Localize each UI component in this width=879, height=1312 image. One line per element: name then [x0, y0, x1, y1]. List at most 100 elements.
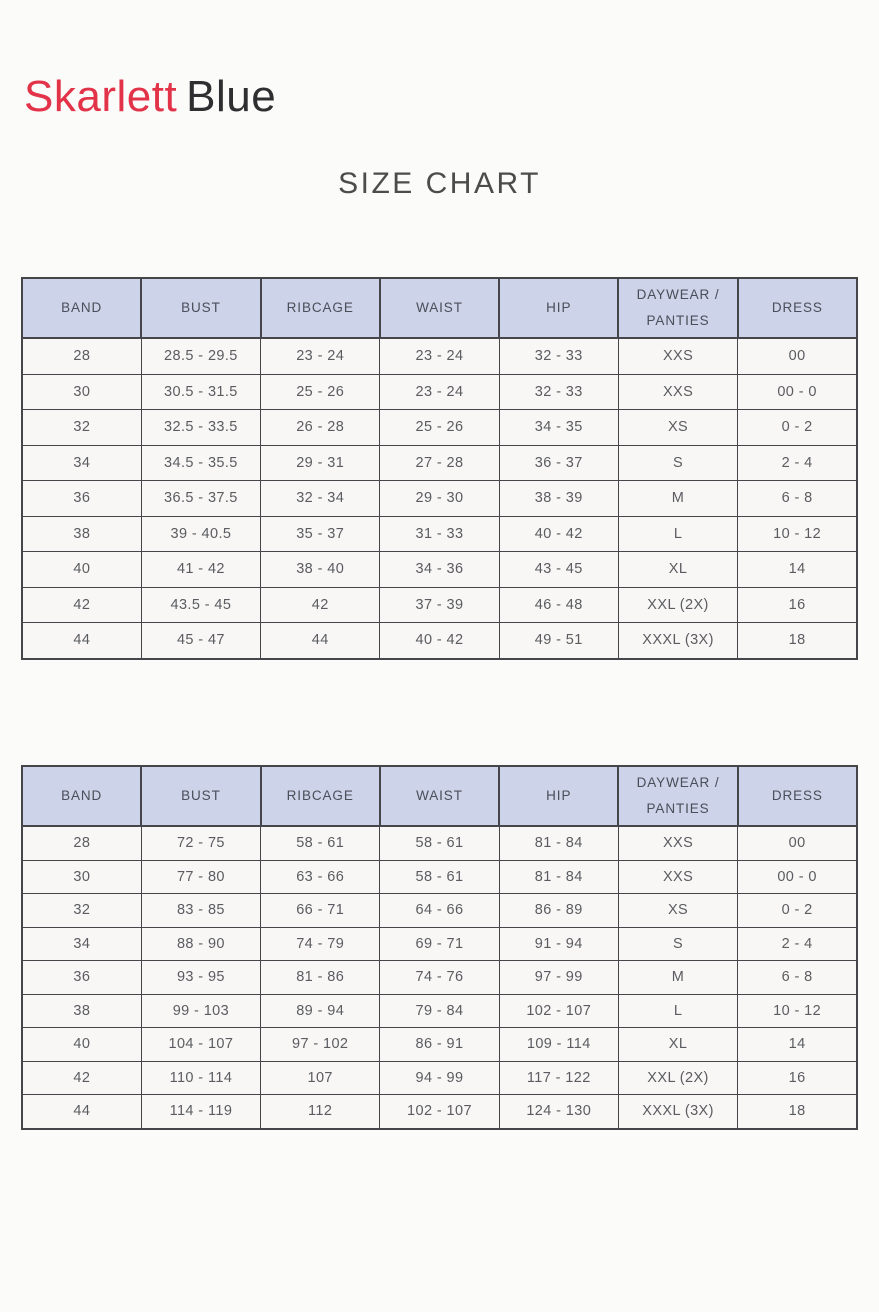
table-cell: 2 - 4: [737, 926, 858, 961]
table-cell: S: [617, 926, 739, 961]
table-cell: 25 - 26: [260, 373, 381, 410]
header-row: BAND BUST RIBCAGE WAIST HIP DAYWEAR / PANTIES…: [20, 765, 859, 827]
table-cell: 32 - 33: [498, 337, 619, 375]
table-cell: 91 - 94: [498, 926, 619, 961]
table-cell: 40: [21, 551, 142, 588]
table-cell: 0 - 2: [737, 893, 858, 928]
table-cell: 40 - 42: [498, 515, 619, 552]
table-cell: 45 - 47: [140, 622, 262, 659]
table-cell: 36: [21, 480, 142, 517]
table-cell: XXL (2X): [617, 1060, 739, 1095]
table-cell: 64 - 66: [379, 893, 500, 928]
table-cell: 38: [21, 515, 142, 552]
table-cell: 2 - 4: [737, 444, 858, 481]
table-cell: 32: [21, 409, 142, 446]
table-cell: 29 - 31: [260, 444, 381, 481]
table-row: 38 39 - 40.5 35 - 37 31 - 33 40 - 42 L 10 - 12: [21, 515, 858, 552]
table-row: 44 45 - 47 44 40 - 42 49 - 51 XXXL (3X) 18: [21, 622, 858, 659]
table-cell: 43.5 - 45: [140, 586, 262, 623]
column-header: HIP: [498, 765, 620, 827]
column-header: WAIST: [378, 277, 501, 339]
table-cell: 66 - 71: [260, 893, 381, 928]
table-cell: 93 - 95: [140, 960, 262, 995]
table-cell: 10 - 12: [737, 993, 858, 1028]
table-cell: 63 - 66: [260, 859, 381, 894]
table-row: 36 36.5 - 37.5 32 - 34 29 - 30 38 - 39 M 6 - 8: [21, 480, 858, 517]
table-cell: 44: [21, 1094, 142, 1129]
table-cell: 0 - 2: [737, 409, 858, 446]
table-cell: 86 - 91: [379, 1027, 500, 1062]
table-row: 30 77 - 80 63 - 66 58 - 61 81 - 84 XXS 00 - 0: [21, 859, 858, 894]
table-cell: 35 - 37: [260, 515, 381, 552]
table-cell: 114 - 119: [140, 1094, 262, 1129]
table-cell: 6 - 8: [737, 960, 858, 995]
column-header: HIP: [498, 277, 620, 339]
table-cell: 42: [21, 1060, 142, 1095]
table-cell: 43 - 45: [498, 551, 619, 588]
table-cell: 124 - 130: [498, 1094, 619, 1129]
table-cell: 81 - 86: [260, 960, 381, 995]
table-cell: 39 - 40.5: [140, 515, 262, 552]
table-cell: XL: [617, 551, 739, 588]
table-cell: XXS: [617, 825, 739, 861]
size-table-top-body: 28 28.5 - 29.5 23 - 24 23 - 24 32 - 33 XXS 00 3…: [21, 337, 858, 659]
table-cell: 16: [737, 586, 858, 623]
table-cell: 44: [21, 622, 142, 659]
table-cell: 110 - 114: [140, 1060, 262, 1095]
table-cell: 74 - 76: [379, 960, 500, 995]
brand-name-primary: Skarlett: [24, 72, 178, 121]
table-cell: 6 - 8: [737, 480, 858, 517]
table-row: 40 41 - 42 38 - 40 34 - 36 43 - 45 XL 14: [21, 551, 858, 588]
column-header: DAYWEAR / PANTIES: [617, 277, 739, 339]
table-cell: 36.5 - 37.5: [140, 480, 262, 517]
table-cell: 32 - 33: [498, 373, 619, 410]
table-cell: 00: [737, 337, 858, 375]
table-cell: 00 - 0: [737, 859, 858, 894]
table-row: 44 114 - 119 112 102 - 107 124 - 130 XXXL (3X…: [21, 1094, 858, 1129]
table-cell: M: [617, 480, 739, 517]
table-cell: 74 - 79: [260, 926, 381, 961]
brand-name-secondary: Blue: [186, 72, 277, 121]
size-table-top: BAND BUST RIBCAGE WAIST HIP DAYWEAR / PANTIES…: [20, 277, 859, 660]
table-cell: 00 - 0: [737, 373, 858, 410]
column-header: RIBCAGE: [259, 277, 381, 339]
table-cell: 23 - 24: [260, 337, 381, 375]
table-cell: 41 - 42: [140, 551, 262, 588]
table-cell: 42: [21, 586, 142, 623]
table-cell: 104 - 107: [140, 1027, 262, 1062]
column-header: RIBCAGE: [259, 765, 381, 827]
table-cell: XXXL (3X): [617, 1094, 739, 1129]
size-table-bottom-body: 28 72 - 75 58 - 61 58 - 61 81 - 84 XXS 00 30 77 …: [21, 825, 858, 1129]
table-cell: 117 - 122: [498, 1060, 619, 1095]
table-row: 34 34.5 - 35.5 29 - 31 27 - 28 36 - 37 S 2 - 4: [21, 444, 858, 481]
table-cell: 40 - 42: [379, 622, 500, 659]
column-header: BUST: [140, 277, 262, 339]
table-cell: 102 - 107: [498, 993, 619, 1028]
table-cell: L: [617, 993, 739, 1028]
column-header: WAIST: [378, 765, 501, 827]
table-cell: 23 - 24: [379, 337, 500, 375]
table-cell: 58 - 61: [260, 825, 381, 861]
table-row: 36 93 - 95 81 - 86 74 - 76 97 - 99 M 6 - 8: [21, 960, 858, 995]
column-header: DAYWEAR / PANTIES: [617, 765, 739, 827]
table-cell: 10 - 12: [737, 515, 858, 552]
table-cell: 34 - 35: [498, 409, 619, 446]
table-cell: XS: [617, 893, 739, 928]
table-cell: XL: [617, 1027, 739, 1062]
table-cell: 34.5 - 35.5: [140, 444, 262, 481]
column-header: DRESS: [736, 765, 859, 827]
table-cell: 30: [21, 859, 142, 894]
table-cell: 81 - 84: [498, 859, 619, 894]
table-cell: XXS: [617, 859, 739, 894]
table-cell: 38 - 40: [260, 551, 381, 588]
table-row: 32 83 - 85 66 - 71 64 - 66 86 - 89 XS 0 - 2: [21, 893, 858, 928]
table-cell: 77 - 80: [140, 859, 262, 894]
table-cell: 38 - 39: [498, 480, 619, 517]
table-cell: 89 - 94: [260, 993, 381, 1028]
table-cell: XXXL (3X): [617, 622, 739, 659]
table-cell: 28.5 - 29.5: [140, 337, 262, 375]
table-cell: 37 - 39: [379, 586, 500, 623]
table-row: 30 30.5 - 31.5 25 - 26 23 - 24 32 - 33 XXS 00 …: [21, 373, 858, 410]
table-cell: 26 - 28: [260, 409, 381, 446]
table-cell: 34 - 36: [379, 551, 500, 588]
